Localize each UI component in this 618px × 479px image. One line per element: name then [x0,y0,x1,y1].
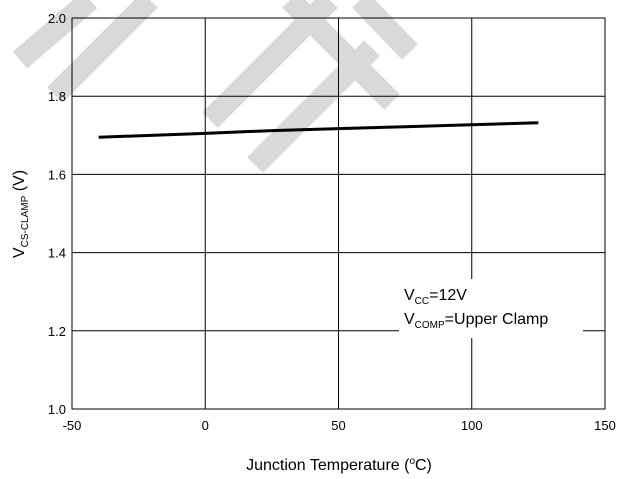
y-axis-label: VCS-CLAMP (V) [11,170,31,258]
annotation-box [399,279,583,338]
watermark [12,0,418,173]
x-tick-label: -50 [63,418,82,433]
y-tick-label: 1.0 [48,402,66,417]
x-tick-label: 150 [594,418,616,433]
y-tick-label: 1.4 [48,246,66,261]
x-tick-labels: -50 0 50 100 150 [63,418,616,433]
series-group [98,121,539,139]
y-tick-labels: 1.0 1.2 1.4 1.6 1.8 2.0 [48,11,66,417]
annotation-vcomp: VCOMP=Upper Clamp [404,311,548,331]
y-tick-label: 1.2 [48,324,66,339]
grid [71,17,606,410]
y-tick-label: 2.0 [48,11,66,26]
x-tick-label: 100 [461,418,483,433]
annotation-vcc: VCC=12V [404,287,467,307]
y-tick-label: 1.8 [48,89,66,104]
x-tick-label: 0 [202,418,209,433]
y-tick-label: 1.6 [48,167,66,182]
x-axis-label: Junction Temperature (oC) [246,456,432,474]
plot-area: -50 0 50 100 150 1.0 1.2 1.4 1.6 1.8 2.0 [48,11,616,433]
series-line [98,121,539,139]
x-tick-label: 50 [331,418,345,433]
